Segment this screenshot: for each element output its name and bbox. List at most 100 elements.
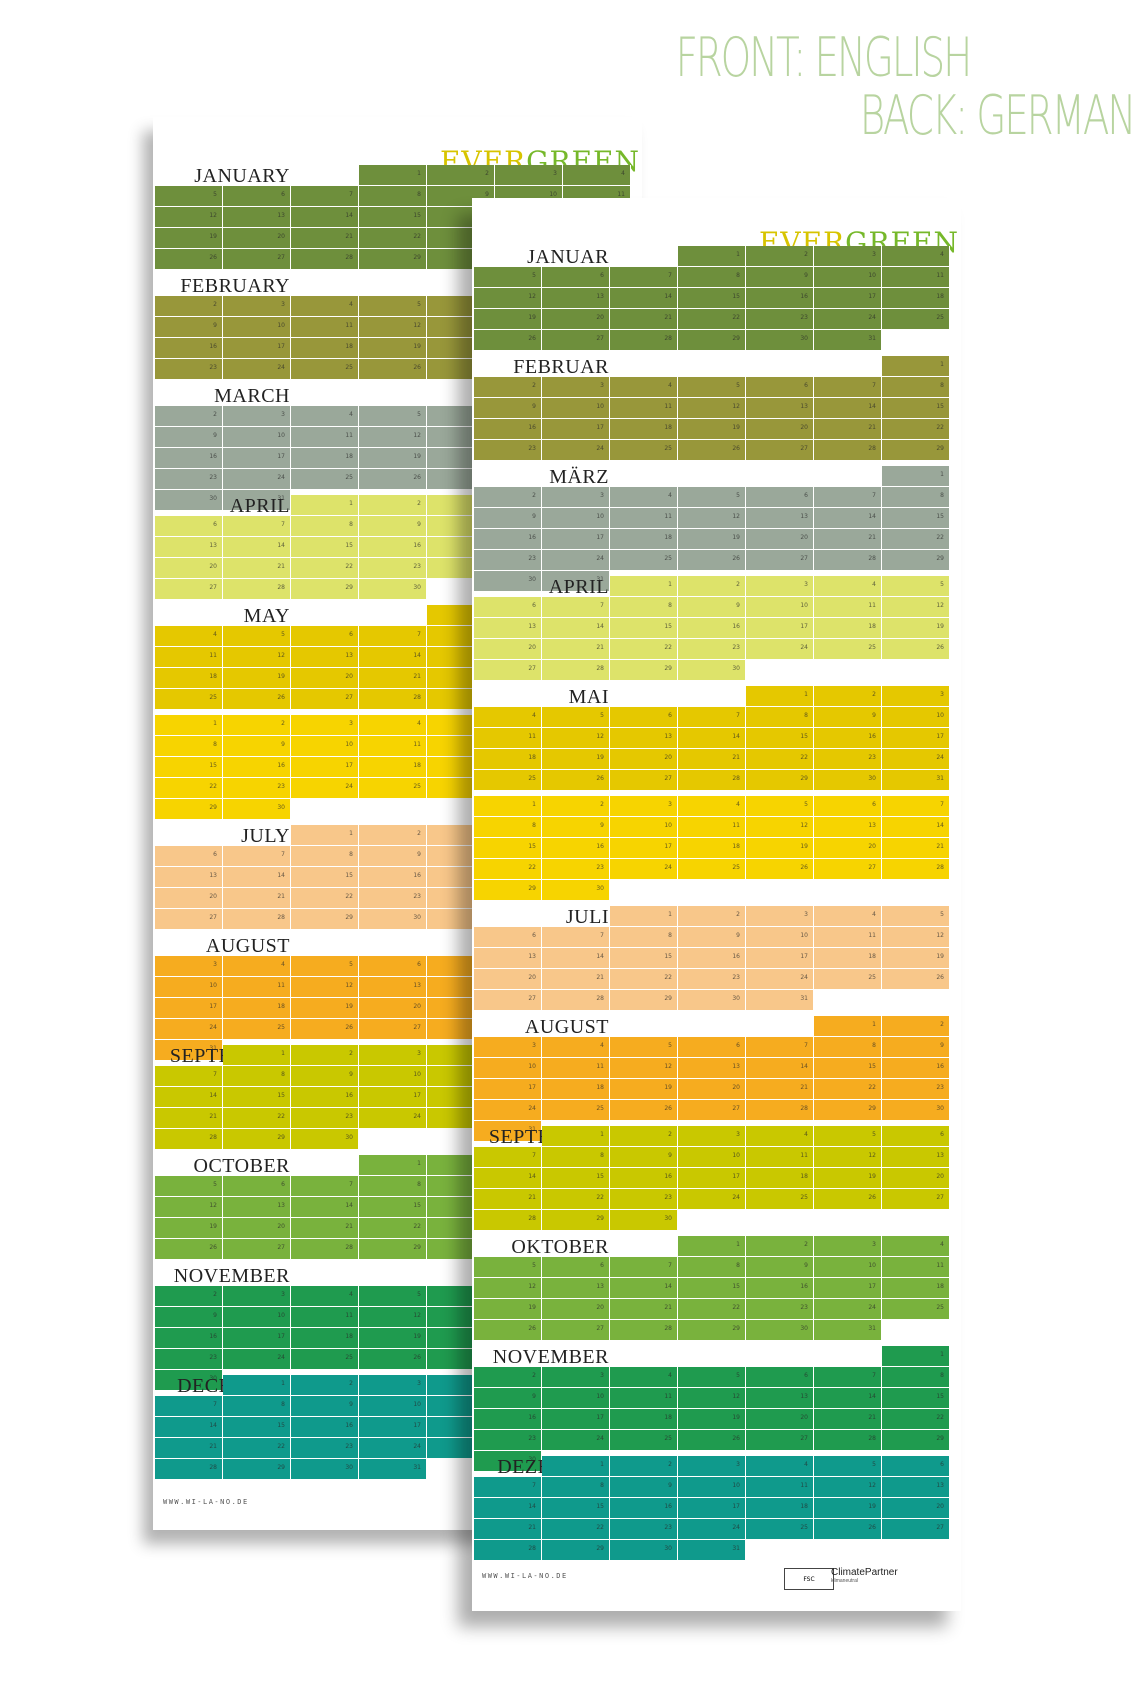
day-cell: 1 (291, 825, 359, 846)
day-cell: 16 (746, 288, 814, 309)
day-cell: 12 (359, 1307, 427, 1328)
day-cell: 31 (359, 1459, 427, 1480)
day-cell: 13 (542, 1278, 610, 1299)
day-cell: 17 (814, 288, 882, 309)
day-cell: 9 (746, 267, 814, 288)
day-cell: 30 (155, 490, 223, 511)
day-cell: 25 (291, 1349, 359, 1370)
day-cell: 29 (359, 249, 427, 270)
day-cell: 3 (474, 1037, 542, 1058)
day-cell: 29 (882, 1430, 950, 1451)
day-cell: 17 (223, 1328, 291, 1349)
day-cell: 30 (814, 770, 882, 791)
day-cell: 7 (223, 846, 291, 867)
day-cell: 17 (610, 838, 678, 859)
day-cell: 7 (814, 1367, 882, 1388)
day-cell: 17 (542, 419, 610, 440)
day-cell: 23 (678, 639, 746, 660)
day-cell: 10 (882, 707, 950, 728)
day-cell: 9 (155, 1307, 223, 1328)
day-cell: 17 (291, 757, 359, 778)
day-cell: 21 (882, 838, 950, 859)
day-cell: 4 (678, 796, 746, 817)
day-cell: 30 (882, 1100, 950, 1121)
day-cell: 13 (474, 618, 542, 639)
day-cell: 9 (882, 1037, 950, 1058)
day-cell: 25 (291, 469, 359, 490)
day-cell: 30 (542, 880, 610, 901)
climate-partner-logo: ClimatePartner klimaneutral (831, 1567, 898, 1584)
day-cell: 14 (474, 1168, 542, 1189)
day-cell: 29 (155, 799, 223, 820)
day-cell: 13 (474, 948, 542, 969)
day-cell: 19 (474, 1299, 542, 1320)
day-cell: 12 (474, 288, 542, 309)
month-label: AUGUST (205, 935, 290, 957)
day-cell: 25 (746, 1519, 814, 1540)
day-cell: 1 (359, 165, 427, 186)
day-cell: 21 (359, 668, 427, 689)
day-cell: 24 (542, 550, 610, 571)
day-cell: 27 (542, 330, 610, 351)
day-cell: 10 (678, 1147, 746, 1168)
day-cell: 7 (882, 796, 950, 817)
day-cell: 25 (882, 309, 950, 330)
day-cell: 22 (291, 888, 359, 909)
day-cell: 11 (291, 1307, 359, 1328)
day-cell: 11 (678, 817, 746, 838)
day-cell: 20 (746, 1409, 814, 1430)
day-cell: 14 (291, 207, 359, 228)
day-cell: 24 (223, 359, 291, 380)
day-cell: 4 (223, 956, 291, 977)
day-cell: 12 (610, 1058, 678, 1079)
day-cell: 9 (474, 1388, 542, 1409)
day-cell: 26 (359, 359, 427, 380)
day-cell: 10 (474, 1058, 542, 1079)
day-cell: 9 (678, 597, 746, 618)
day-cell: 12 (359, 427, 427, 448)
day-cell: 5 (882, 576, 950, 597)
day-cell: 22 (882, 1409, 950, 1430)
day-cell: 15 (291, 537, 359, 558)
day-cell: 4 (610, 487, 678, 508)
day-cell: 15 (155, 757, 223, 778)
day-cell: 28 (678, 770, 746, 791)
day-cell: 19 (814, 1498, 882, 1519)
day-cell: 3 (495, 165, 563, 186)
day-cell: 2 (427, 165, 495, 186)
day-cell: 9 (746, 1257, 814, 1278)
day-cell: 16 (746, 1278, 814, 1299)
day-cell: 1 (542, 1456, 610, 1477)
day-cell: 2 (542, 796, 610, 817)
day-cell: 21 (678, 749, 746, 770)
day-cell: 26 (814, 1189, 882, 1210)
day-cell: 31 (155, 1040, 223, 1061)
day-cell: 25 (678, 859, 746, 880)
day-cell: 28 (610, 330, 678, 351)
day-cell: 9 (155, 427, 223, 448)
day-cell: 1 (542, 1126, 610, 1147)
day-cell: 1 (155, 715, 223, 736)
day-cell: 10 (610, 817, 678, 838)
day-cell: 4 (610, 1367, 678, 1388)
day-cell: 4 (155, 626, 223, 647)
day-cell: 29 (223, 1459, 291, 1480)
day-cell: 2 (155, 406, 223, 427)
day-cell: 7 (155, 1396, 223, 1417)
day-cell: 13 (678, 1058, 746, 1079)
day-cell: 14 (610, 288, 678, 309)
day-cell: 20 (746, 529, 814, 550)
day-cell: 23 (882, 1079, 950, 1100)
day-cell: 19 (746, 838, 814, 859)
day-cell: 23 (474, 550, 542, 571)
day-cell: 19 (155, 1218, 223, 1239)
day-cell: 8 (474, 817, 542, 838)
day-cell: 11 (291, 427, 359, 448)
day-cell: 31 (746, 990, 814, 1011)
day-cell: 13 (223, 1197, 291, 1218)
day-cell: 2 (814, 686, 882, 707)
day-cell: 6 (542, 267, 610, 288)
day-cell: 18 (678, 838, 746, 859)
day-cell: 21 (291, 228, 359, 249)
day-cell: 1 (359, 1155, 427, 1176)
